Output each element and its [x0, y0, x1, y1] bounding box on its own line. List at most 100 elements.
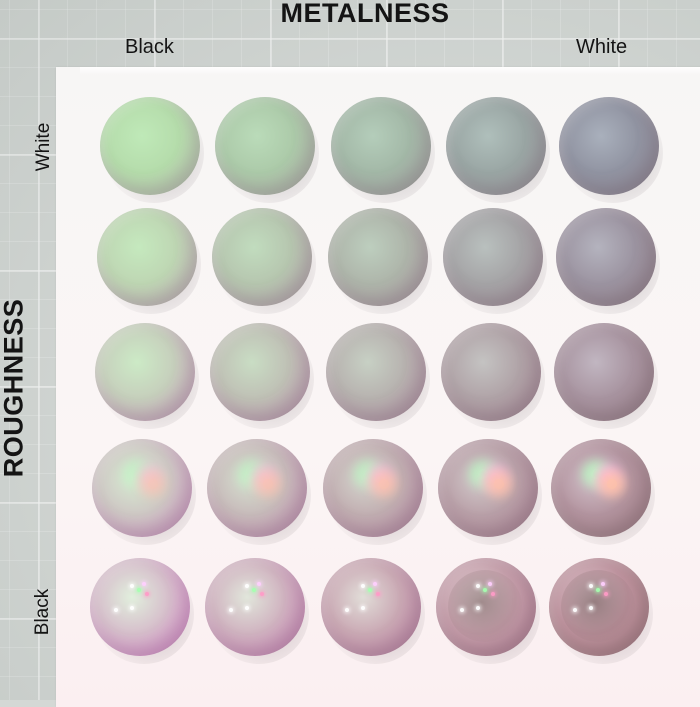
- specular-highlight: [490, 473, 500, 483]
- specular-highlight: [368, 588, 372, 592]
- material-sphere-cell: [446, 97, 550, 203]
- specular-highlight: [245, 584, 249, 588]
- sphere-rim-shading: [92, 439, 192, 537]
- panel-highlight: [80, 67, 700, 75]
- material-sphere-cell: [212, 208, 316, 314]
- sphere-rim-shading: [205, 558, 305, 656]
- specular-highlight: [483, 588, 487, 592]
- material-sphere-cell: [438, 439, 542, 545]
- specular-highlight: [460, 608, 464, 612]
- specular-highlight: [607, 479, 617, 489]
- material-sphere-cell: [215, 97, 319, 203]
- reflection-core: [561, 570, 635, 642]
- specular-highlight: [260, 592, 264, 596]
- material-sphere-cell: [328, 208, 432, 314]
- sphere-rim-shading: [441, 323, 541, 421]
- specular-highlight: [247, 469, 257, 479]
- material-sphere: [551, 439, 651, 537]
- material-sphere: [321, 558, 421, 656]
- material-sphere-cell: [100, 97, 204, 203]
- specular-highlight: [137, 588, 141, 592]
- specular-highlight: [229, 608, 233, 612]
- specular-highlight: [361, 606, 365, 610]
- specular-highlight: [488, 582, 492, 586]
- material-sphere: [331, 97, 431, 195]
- specular-highlight: [142, 582, 146, 586]
- material-sphere: [212, 208, 312, 306]
- sphere-rim-shading: [90, 558, 190, 656]
- metalness-title: METALNESS: [280, 0, 450, 28]
- sphere-rim-shading: [554, 323, 654, 421]
- material-sphere: [438, 439, 538, 537]
- material-sphere: [215, 97, 315, 195]
- material-sphere-cell: [559, 97, 663, 203]
- specular-highlight: [361, 584, 365, 588]
- material-sphere-cell: [441, 323, 545, 429]
- sphere-rim-shading: [326, 323, 426, 421]
- specular-highlight: [345, 608, 349, 612]
- material-sphere-cell: [210, 323, 314, 429]
- material-sphere-cell: [549, 558, 653, 664]
- material-sphere: [92, 439, 192, 537]
- specular-highlight: [252, 588, 256, 592]
- sphere-rim-shading: [321, 558, 421, 656]
- material-sphere-cell: [92, 439, 196, 545]
- specular-highlight: [130, 606, 134, 610]
- material-sphere: [90, 558, 190, 656]
- metalness-white-label: White: [576, 36, 628, 58]
- sphere-rim-shading: [556, 208, 656, 306]
- specular-highlight: [596, 588, 600, 592]
- specular-highlight: [148, 479, 158, 489]
- specular-highlight: [604, 592, 608, 596]
- specular-highlight: [478, 469, 488, 479]
- material-sphere-cell: [326, 323, 430, 429]
- specular-highlight: [476, 584, 480, 588]
- specular-highlight: [601, 582, 605, 586]
- material-sphere: [549, 558, 649, 656]
- sphere-rim-shading: [323, 439, 423, 537]
- material-sphere: [100, 97, 200, 195]
- material-sphere-cell: [205, 558, 309, 664]
- sphere-rim-shading: [551, 439, 651, 537]
- sphere-rim-shading: [443, 208, 543, 306]
- material-sphere: [556, 208, 656, 306]
- material-sphere-cell: [331, 97, 435, 203]
- specular-highlight: [375, 473, 385, 483]
- material-sphere-cell: [556, 208, 660, 314]
- sphere-rim-shading: [97, 208, 197, 306]
- material-sphere: [441, 323, 541, 421]
- specular-highlight: [259, 473, 269, 483]
- material-sphere: [97, 208, 197, 306]
- material-sphere: [559, 97, 659, 195]
- material-sphere: [95, 323, 195, 421]
- material-sphere: [436, 558, 536, 656]
- specular-highlight: [245, 606, 249, 610]
- material-sphere: [554, 323, 654, 421]
- material-sphere-cell: [321, 558, 425, 664]
- material-sphere: [210, 323, 310, 421]
- sphere-rim-shading: [549, 558, 649, 656]
- specular-highlight: [376, 592, 380, 596]
- material-sphere-cell: [443, 208, 547, 314]
- material-sphere: [207, 439, 307, 537]
- specular-highlight: [491, 592, 495, 596]
- sphere-rim-shading: [100, 97, 200, 195]
- specular-highlight: [263, 479, 273, 489]
- metalness-black-label: Black: [125, 36, 174, 58]
- specular-highlight: [373, 582, 377, 586]
- sphere-rim-shading: [95, 323, 195, 421]
- reflection-core: [448, 570, 522, 642]
- sphere-rim-shading: [207, 439, 307, 537]
- specular-highlight: [114, 608, 118, 612]
- material-sphere-cell: [323, 439, 427, 545]
- specular-highlight: [573, 608, 577, 612]
- sphere-rim-shading: [210, 323, 310, 421]
- specular-highlight: [130, 584, 134, 588]
- specular-highlight: [145, 592, 149, 596]
- sphere-rim-shading: [438, 439, 538, 537]
- sphere-rim-shading: [331, 97, 431, 195]
- specular-highlight: [257, 582, 261, 586]
- sphere-rim-shading: [446, 97, 546, 195]
- sphere-rim-shading: [559, 97, 659, 195]
